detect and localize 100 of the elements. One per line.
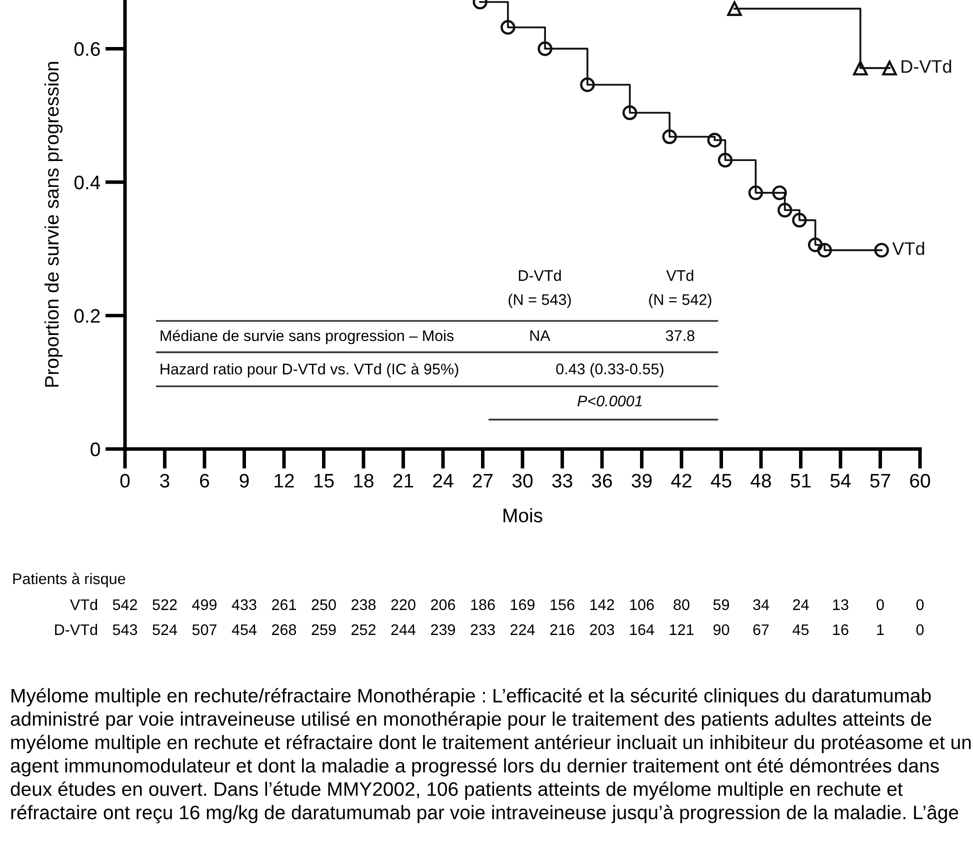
text: 34 — [753, 599, 770, 610]
y-axis-title: Proportion de survie sans progression — [44, 62, 63, 387]
text: 169 — [510, 599, 535, 610]
annotation: VTd — [666, 270, 694, 281]
y-tick-label: 0.6 — [74, 42, 100, 56]
x-tick-label: 24 — [433, 474, 454, 488]
y-tick-label: 0 — [90, 442, 100, 456]
text: 454 — [232, 624, 257, 636]
text: 186 — [471, 599, 495, 610]
text: 0 — [876, 599, 884, 610]
text: 203 — [590, 624, 614, 636]
text: 59 — [713, 599, 730, 610]
text: 90 — [713, 624, 730, 636]
x-tick-label: 27 — [472, 474, 493, 488]
point — [817, 242, 832, 258]
x-tick-label: 18 — [354, 474, 374, 488]
text: 0 — [916, 599, 924, 610]
point — [500, 20, 516, 35]
x-tick-label: 6 — [200, 474, 210, 488]
x-tick-label: 36 — [592, 474, 612, 488]
point — [882, 60, 897, 76]
text: 433 — [232, 599, 256, 610]
text: 13 — [833, 599, 848, 610]
x-tick-label: 45 — [710, 474, 732, 488]
y-tick-label: 0.4 — [74, 176, 100, 190]
text: 542 — [112, 599, 137, 610]
point — [853, 60, 868, 76]
text: 142 — [590, 599, 614, 610]
x-tick-label: 48 — [750, 474, 771, 488]
point — [622, 105, 638, 120]
text: 543 — [112, 624, 138, 636]
text: Myélome multiple en rechute/réfractaire Monothérapie : L’efficacité et la sécurité cliniques du daratumumab administré par voie intraveineuse utilisé en monothérapie pour le traitement des patients adultes atteints de myélome multiple en rechute et réfractaire dont le traitement antérieur incluait un inhibiteur du protéasome et un agent immunomodulateur et dont la maladie a progressé lors du dernier traitement ont été démontrées dans deux études en ouvert. Dans l’étude MMY2002, 106 patients atteints de myélome multiple en rechute et réfractaire ont reçu 16 mg/kg de daratumumab par voie intraveineuse jusqu’à progression de la maladie. L’âge — [10, 688, 971, 824]
text: 216 — [550, 624, 574, 636]
text: 259 — [312, 624, 336, 636]
point — [718, 152, 733, 168]
point — [808, 237, 823, 252]
x-tick-label: 57 — [870, 474, 890, 488]
series-label: VTd — [892, 242, 924, 256]
annotation: 0.43 (0.33-0.55) — [556, 363, 664, 378]
text: 0 — [916, 624, 924, 636]
x-tick-label: 42 — [671, 474, 692, 488]
x-tick-label: 30 — [512, 474, 533, 488]
annotation: (N = 542) — [649, 294, 712, 308]
text: 261 — [272, 599, 296, 610]
text: 239 — [431, 624, 456, 636]
text: 156 — [550, 599, 574, 610]
point — [580, 77, 595, 92]
text: 252 — [352, 624, 376, 636]
annotation: 37.8 — [666, 330, 694, 342]
point — [748, 185, 764, 200]
text: 16 — [833, 624, 848, 636]
annotation: Hazard ratio pour D-VTd vs. VTd (IC à 95%) — [160, 363, 458, 378]
x-tick-label: 0 — [120, 474, 130, 488]
x-axis-title: Mois — [504, 508, 542, 522]
text: 268 — [272, 624, 296, 636]
x-tick-label: 21 — [393, 474, 414, 488]
point — [538, 41, 552, 56]
x-tick-label: 12 — [274, 474, 294, 488]
text: 206 — [431, 599, 456, 610]
text: Patients à risque — [13, 572, 126, 588]
text: 524 — [152, 624, 178, 636]
point — [662, 129, 677, 144]
x-tick-label: 15 — [314, 474, 334, 488]
x-tick-label: 39 — [632, 474, 652, 488]
x-tick-label: 60 — [910, 474, 930, 488]
x-tick-label: 54 — [830, 474, 851, 488]
point — [707, 132, 722, 148]
text: 80 — [674, 599, 690, 610]
point — [727, 1, 742, 16]
annotation: (N = 543) — [508, 294, 571, 308]
text: 233 — [470, 624, 495, 636]
series-label: D-VTd — [902, 60, 952, 73]
x-tick-label: 51 — [790, 474, 811, 488]
text: 24 — [793, 599, 809, 610]
x-tick-label: 33 — [552, 474, 572, 488]
text: 45 — [792, 624, 809, 636]
text: VTd — [70, 598, 98, 610]
text: 121 — [670, 624, 694, 635]
point — [777, 202, 792, 218]
x-tick-label: 9 — [240, 474, 249, 488]
point — [772, 185, 787, 200]
y-tick-label: 0.2 — [74, 309, 100, 323]
text: 244 — [391, 624, 416, 635]
annotation: NA — [530, 330, 550, 341]
text: 238 — [352, 599, 376, 610]
x-tick-label: 3 — [160, 474, 170, 488]
annotation: P<0.0001 — [578, 396, 642, 406]
text: 250 — [312, 599, 336, 610]
text: 522 — [152, 599, 177, 610]
annotation: D-VTd — [518, 270, 561, 281]
text: 106 — [630, 599, 654, 610]
text: 164 — [630, 624, 654, 636]
text: 499 — [192, 599, 217, 610]
text: D-VTd — [55, 624, 98, 636]
text: 507 — [192, 624, 216, 636]
text: 220 — [391, 599, 416, 610]
text: 224 — [510, 624, 535, 635]
text: 1 — [877, 624, 884, 635]
point — [792, 212, 807, 228]
point — [874, 242, 889, 258]
